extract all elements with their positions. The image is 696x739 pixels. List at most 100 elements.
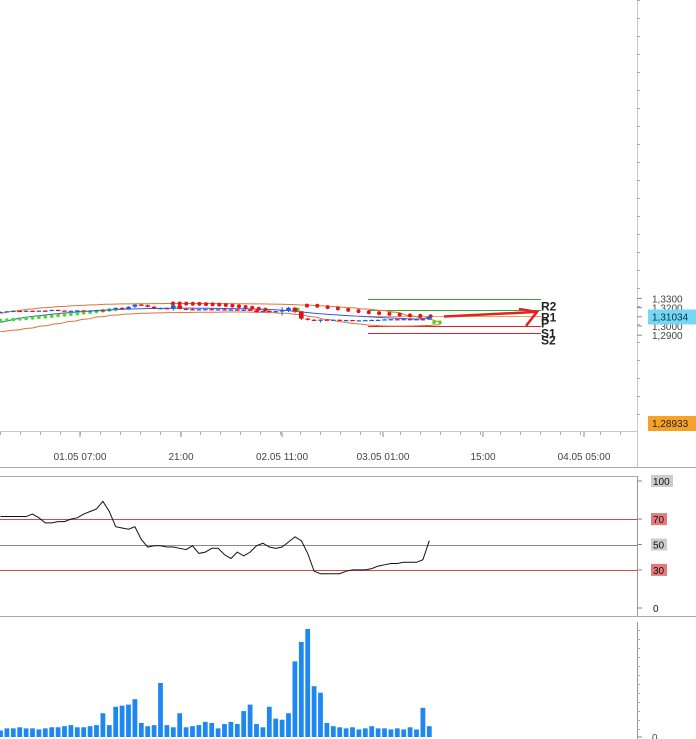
volume-bar — [126, 704, 131, 737]
sar-dot — [305, 303, 309, 308]
candle-body — [151, 306, 157, 309]
current-price-tag: 1,31034 — [652, 312, 689, 323]
candle-body — [292, 307, 298, 312]
oscillator-tick-tag — [651, 475, 673, 487]
sar-dot — [335, 306, 340, 311]
pivot-label-r2: R2 — [541, 300, 557, 314]
sar-dot — [5, 318, 9, 322]
volume-bar — [401, 729, 407, 737]
candle-body — [23, 310, 29, 312]
sar-dot — [256, 306, 261, 311]
sar-dot — [197, 301, 202, 306]
volume-bar — [158, 683, 163, 737]
candle-body — [427, 316, 432, 320]
candle-body — [145, 305, 150, 307]
volume-bar — [42, 728, 48, 737]
sar-dot — [217, 302, 222, 307]
pivot-label-s1: S1 — [541, 327, 556, 341]
volume-bar — [202, 721, 208, 737]
sar-dot — [237, 304, 241, 309]
sar-dot — [17, 317, 22, 321]
bollinger-lower-band — [0, 311, 441, 333]
candle-body — [407, 319, 413, 321]
candle-body — [369, 319, 374, 322]
volume-bar — [241, 711, 247, 737]
sar-dot — [243, 304, 248, 309]
sar-dot — [356, 309, 361, 314]
sar-dot — [408, 313, 412, 318]
candle-body — [196, 309, 202, 311]
sar-dot — [397, 312, 402, 317]
volume-bar — [254, 724, 259, 737]
volume-bar — [36, 729, 42, 737]
volume-bar — [87, 726, 93, 737]
sar-dot — [250, 305, 255, 310]
volume-bar — [30, 728, 35, 737]
price-tick-label: 1,3200 — [652, 304, 683, 315]
candle-body — [139, 304, 144, 306]
candle-body — [158, 308, 163, 310]
moving-average-line — [0, 307, 430, 323]
time-tick-label: 02.05 11:00 — [256, 452, 309, 463]
candle-body — [68, 310, 74, 312]
oscillator-tick-label: 30 — [653, 566, 665, 577]
volume-bar — [74, 727, 80, 737]
volume-bar — [138, 722, 144, 737]
price-tick-label: 1,3300 — [652, 294, 683, 305]
volume-bar — [426, 726, 432, 737]
candle-body — [126, 306, 131, 310]
candle-body — [279, 310, 285, 312]
candle-body — [414, 319, 419, 321]
sar-dot — [377, 311, 382, 316]
candle-body — [363, 320, 368, 322]
volume-bar — [4, 728, 10, 737]
forecast-arrow-line — [443, 310, 538, 318]
sar-dot — [69, 312, 73, 317]
candle-body — [43, 310, 48, 312]
volume-bar — [196, 725, 202, 737]
volume-bar — [350, 727, 355, 737]
volume-bar — [177, 713, 183, 737]
volume-bar — [343, 728, 349, 737]
oscillator-tick-tag — [651, 563, 667, 576]
sar-dot — [11, 317, 16, 322]
candle-body — [4, 311, 10, 313]
volume-bar — [119, 705, 125, 737]
sar-dot — [43, 315, 48, 319]
candle-body — [228, 309, 234, 311]
volume-bar — [145, 726, 151, 737]
sar-dot — [30, 316, 35, 320]
candle-body — [55, 309, 61, 312]
sar-dot — [263, 307, 268, 312]
sar-dot — [24, 316, 28, 321]
pivot-label-s2: S2 — [541, 334, 556, 348]
volume-bar — [113, 706, 119, 737]
time-tick-label: 15:00 — [470, 452, 495, 463]
candle-body — [299, 311, 304, 319]
sar-dot — [75, 311, 80, 316]
volume-bar — [17, 727, 23, 737]
candle-body — [17, 310, 22, 313]
time-tick-label: 04.05 05:00 — [558, 452, 611, 463]
candle-body — [311, 319, 317, 321]
candle-body — [132, 304, 138, 307]
volume-bar — [170, 727, 176, 737]
candle-body — [100, 310, 106, 312]
volume-bar — [273, 718, 279, 737]
candle-body — [254, 310, 259, 313]
volume-bar — [132, 699, 138, 737]
sar-dot — [346, 307, 351, 312]
volume-bar — [318, 692, 323, 737]
sar-dot — [171, 301, 175, 306]
volume-bar — [23, 728, 29, 737]
pivot-label-r1: R1 — [541, 311, 557, 325]
sar-dot — [81, 311, 86, 315]
volume-bar — [388, 729, 394, 737]
volume-bar — [356, 729, 362, 737]
sar-dot — [37, 315, 41, 320]
volume-bar — [382, 728, 387, 737]
oscillator-line — [0, 500, 430, 575]
candle-body — [11, 310, 16, 313]
oscillator-tick-label: 50 — [653, 541, 665, 552]
